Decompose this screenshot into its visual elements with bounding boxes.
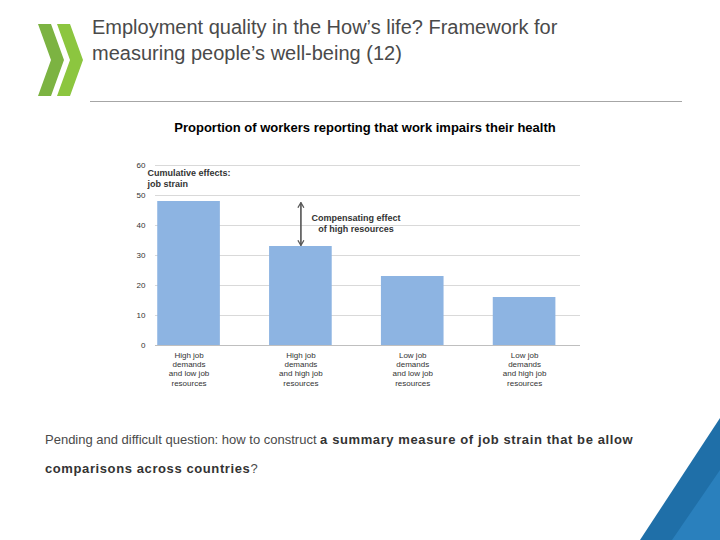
html-text:Proportion of workers reportin: Proportion of workers reporting that wor… (174, 120, 556, 135)
svg-text:60: 60 (137, 161, 146, 170)
svg-text:Low jobdemandsand high jobreso: Low jobdemandsand high jobresources (503, 351, 547, 388)
svg-text:High jobdemandsand low jobreso: High jobdemandsand low jobresources (169, 351, 210, 388)
html-text:Pending and difficult question: Pending and difficult question: how to c… (45, 432, 634, 476)
svg-text:50: 50 (137, 191, 146, 200)
html-text:Employment quality in the How’: Employment quality in the How’s life? Fr… (92, 16, 558, 38)
html-text:measuring people’s well-being: measuring people’s well-being (12) (92, 42, 402, 64)
svg-text:Cumulative effects:job strain: Cumulative effects:job strain (147, 168, 231, 188)
svg-text:40: 40 (137, 221, 146, 230)
svg-text:0: 0 (141, 341, 146, 350)
svg-text:30: 30 (137, 251, 146, 260)
svg-text:Compensating effectof high res: Compensating effectof high resources (311, 213, 400, 233)
svg-text:Low jobdemandsand low jobresou: Low jobdemandsand low jobresources (392, 351, 433, 388)
svg-text:10: 10 (137, 311, 146, 320)
svg-text:High jobdemandsand high jobres: High jobdemandsand high jobresources (279, 351, 323, 388)
svg-text:20: 20 (137, 281, 146, 290)
